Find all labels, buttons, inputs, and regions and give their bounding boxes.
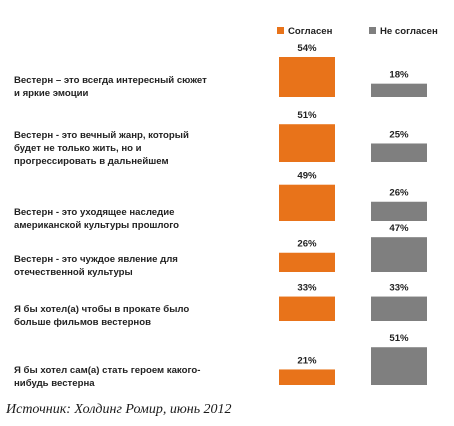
value-label-disagree-5: 33% xyxy=(389,283,409,294)
legend: Согласен Не согласен xyxy=(277,26,438,37)
value-label-disagree-2: 25% xyxy=(389,129,409,140)
legend-label-2: Не согласен xyxy=(380,26,438,37)
value-label-disagree-3: 26% xyxy=(389,188,409,199)
value-label-agree-6: 21% xyxy=(297,355,317,366)
bar-agree-3 xyxy=(279,184,335,221)
bar-agree-6 xyxy=(279,369,335,385)
value-label-disagree-1: 18% xyxy=(389,70,409,81)
bar-agree-1 xyxy=(279,57,335,97)
value-label-agree-2: 51% xyxy=(297,110,317,121)
legend-swatch-1 xyxy=(277,27,284,34)
category-labels: Вестерн – это всегда интересный сюжет и я… xyxy=(14,75,207,389)
value-label-disagree-4: 47% xyxy=(389,223,409,234)
bar-disagree-5 xyxy=(371,296,427,321)
category-label-2-line-3: прогрессировать в дальнейшем xyxy=(14,156,169,167)
category-label-3-line-2: американской культуры прошлого xyxy=(14,220,179,231)
source-note: Источник: Холдинг Ромир, июнь 2012 xyxy=(5,402,232,417)
bar-agree-5 xyxy=(279,296,335,321)
bar-agree-2 xyxy=(279,124,335,162)
category-label-6-line-2: нибудь вестерна xyxy=(14,378,95,389)
legend-swatch-2 xyxy=(369,27,376,34)
value-label-agree-4: 26% xyxy=(297,239,317,250)
value-label-disagree-6: 51% xyxy=(389,333,409,344)
category-label-5-line-2: больше фильмов вестернов xyxy=(14,317,151,328)
value-label-agree-3: 49% xyxy=(297,171,317,182)
bars xyxy=(279,57,427,385)
category-label-2-line-1: Вестерн - это вечный жанр, который xyxy=(14,130,189,141)
value-label-agree-1: 54% xyxy=(297,43,317,54)
bar-disagree-1 xyxy=(371,83,427,97)
bar-disagree-4 xyxy=(371,237,427,272)
category-label-4-line-2: отечественной культуры xyxy=(14,267,133,278)
category-label-2-line-2: будет не только жить, но и xyxy=(14,143,142,154)
bar-disagree-6 xyxy=(371,347,427,385)
data-labels: 54% 51% 49% 26% 33% 21% 18% 25% 26% 47% 33% 51% xyxy=(297,43,409,366)
category-label-6-line-1: Я бы хотел сам(а) стать героем какого- xyxy=(14,365,200,376)
category-label-4-line-1: Вестерн - это чуждое явление для xyxy=(14,254,178,265)
category-label-3-line-1: Вестерн - это уходящее наследие xyxy=(14,207,174,218)
legend-label-1: Согласен xyxy=(288,26,333,37)
category-label-1-line-1: Вестерн – это всегда интересный сюжет xyxy=(14,75,207,86)
category-label-1-line-2: и яркие эмоции xyxy=(14,88,89,99)
bar-disagree-3 xyxy=(371,201,427,221)
value-label-agree-5: 33% xyxy=(297,283,317,294)
category-label-5-line-1: Я бы хотел(а) чтобы в прокате было xyxy=(14,304,189,315)
bar-disagree-2 xyxy=(371,143,427,162)
bar-agree-4 xyxy=(279,252,335,272)
